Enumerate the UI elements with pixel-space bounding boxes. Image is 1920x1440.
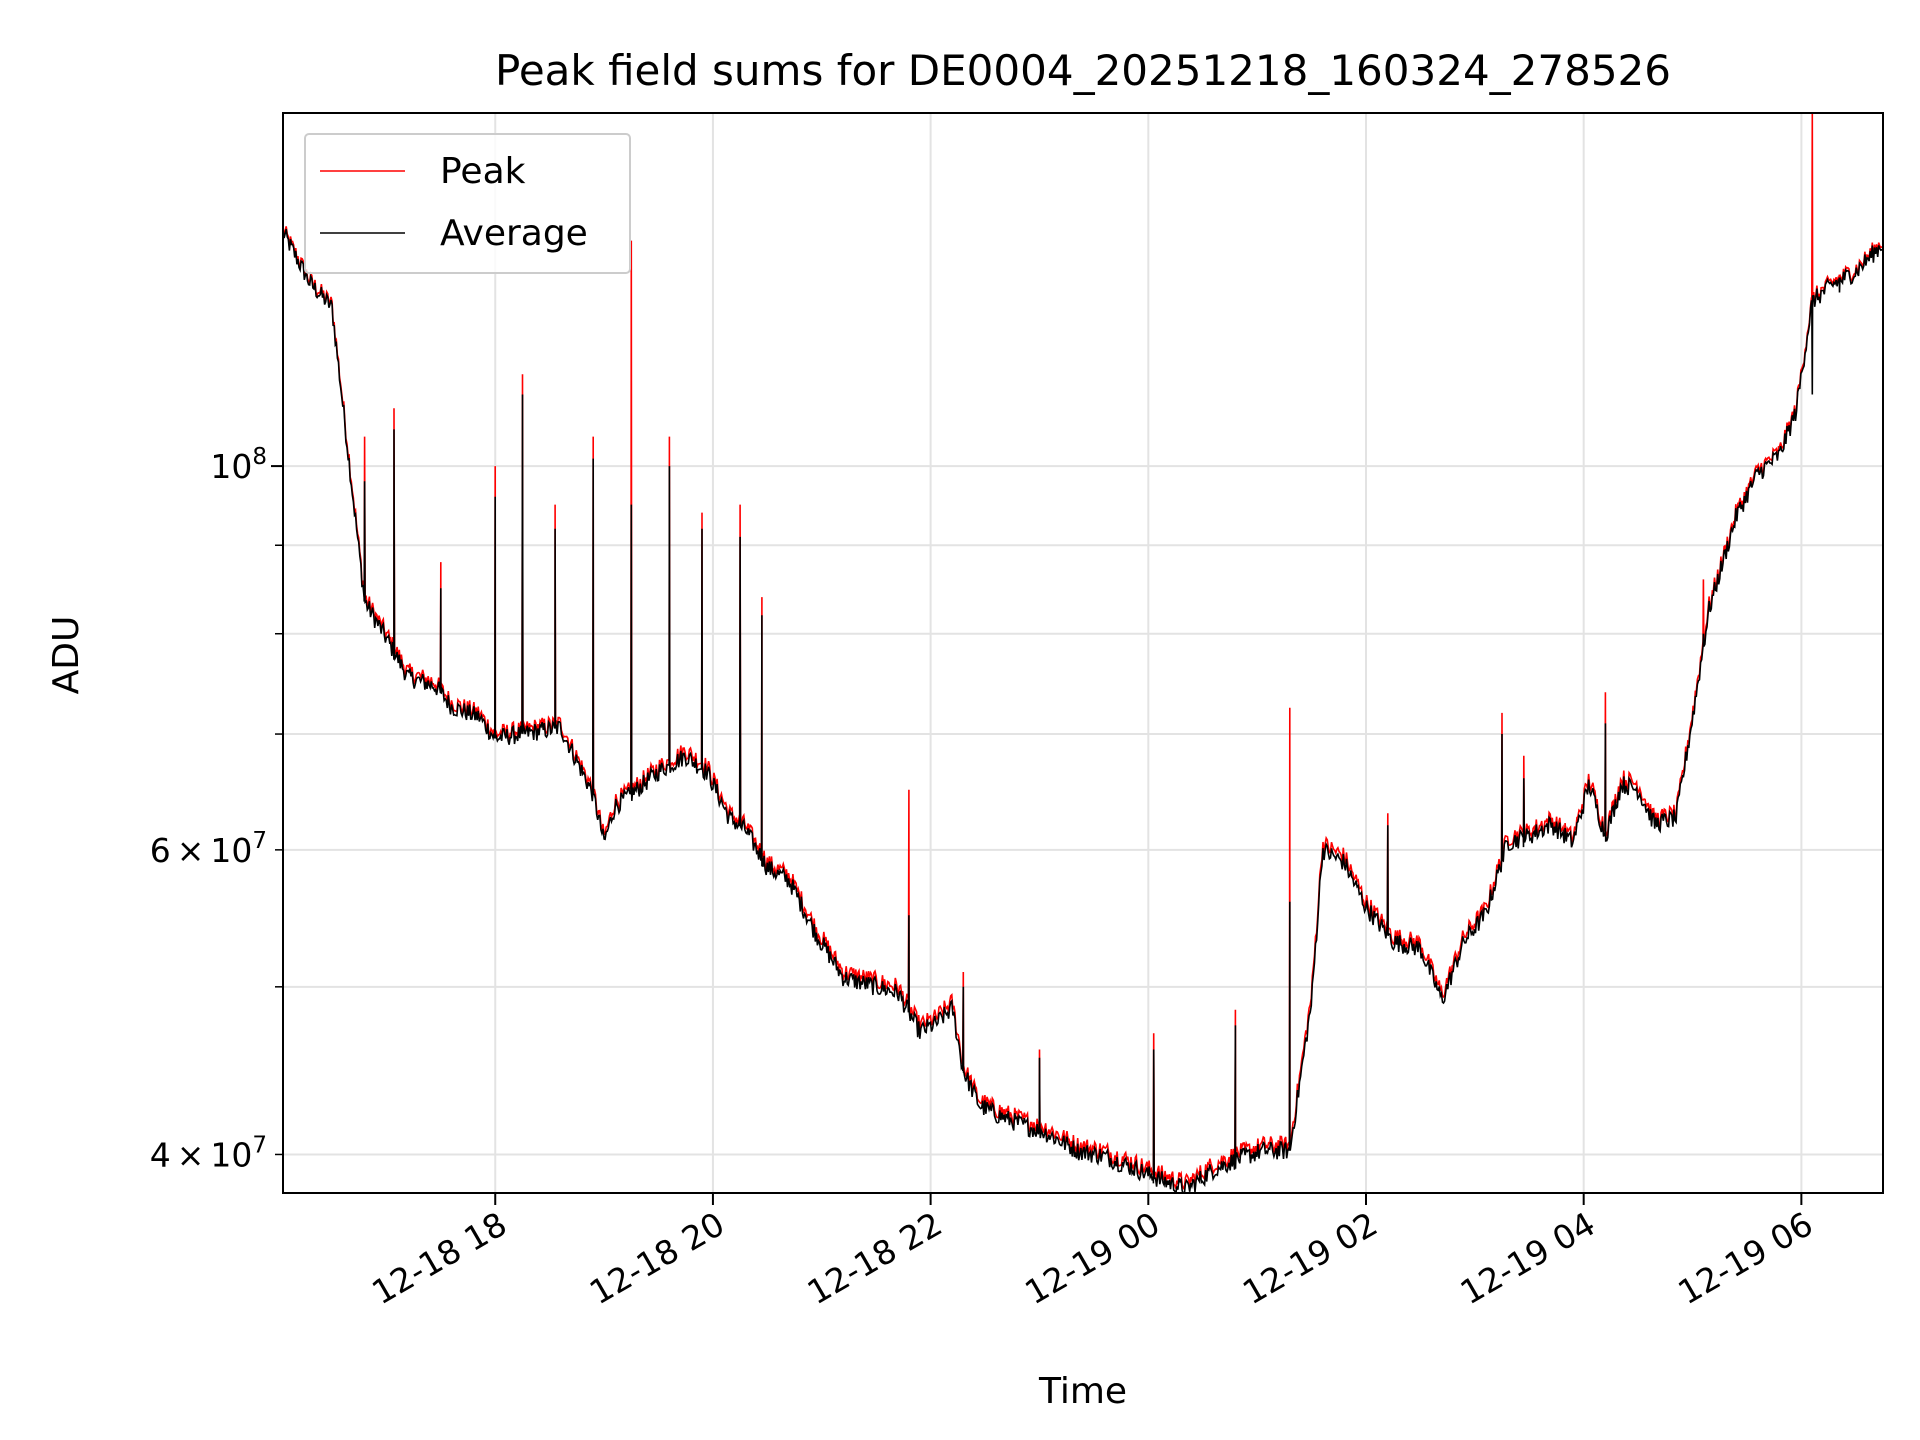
y-tick-exponent: 8 [252, 444, 267, 470]
legend-box [304, 133, 631, 274]
y-tick-base: 10 [210, 447, 252, 486]
y-axis-title: ADU [46, 616, 87, 695]
x-axis-title: Time [1038, 1371, 1127, 1412]
y-tick-exponent: 7 [252, 1132, 267, 1158]
chart-title: Peak field sums for DE0004_20251218_1603… [495, 46, 1671, 95]
y-tick-label: 6 × 107 [150, 828, 267, 870]
y-tick-label: 108 [210, 444, 267, 486]
y-tick-label: 4 × 107 [150, 1132, 267, 1174]
y-tick-base: 10 [210, 831, 252, 870]
legend: Peak Average [304, 133, 631, 274]
y-tick-times: × [177, 831, 205, 870]
y-tick-mantissa: 4 [150, 1135, 171, 1174]
plot-frame [282, 112, 1884, 1194]
y-tick-base: 10 [210, 1135, 252, 1174]
series-line-average [283, 228, 1883, 1193]
series-layer [283, 113, 1883, 1193]
legend-label-average: Average [440, 213, 588, 254]
y-tick-exponent: 7 [252, 828, 267, 854]
y-tick-times: × [177, 1135, 205, 1174]
legend-label-peak: Peak [440, 151, 526, 192]
y-tick-mantissa: 6 [150, 831, 171, 870]
